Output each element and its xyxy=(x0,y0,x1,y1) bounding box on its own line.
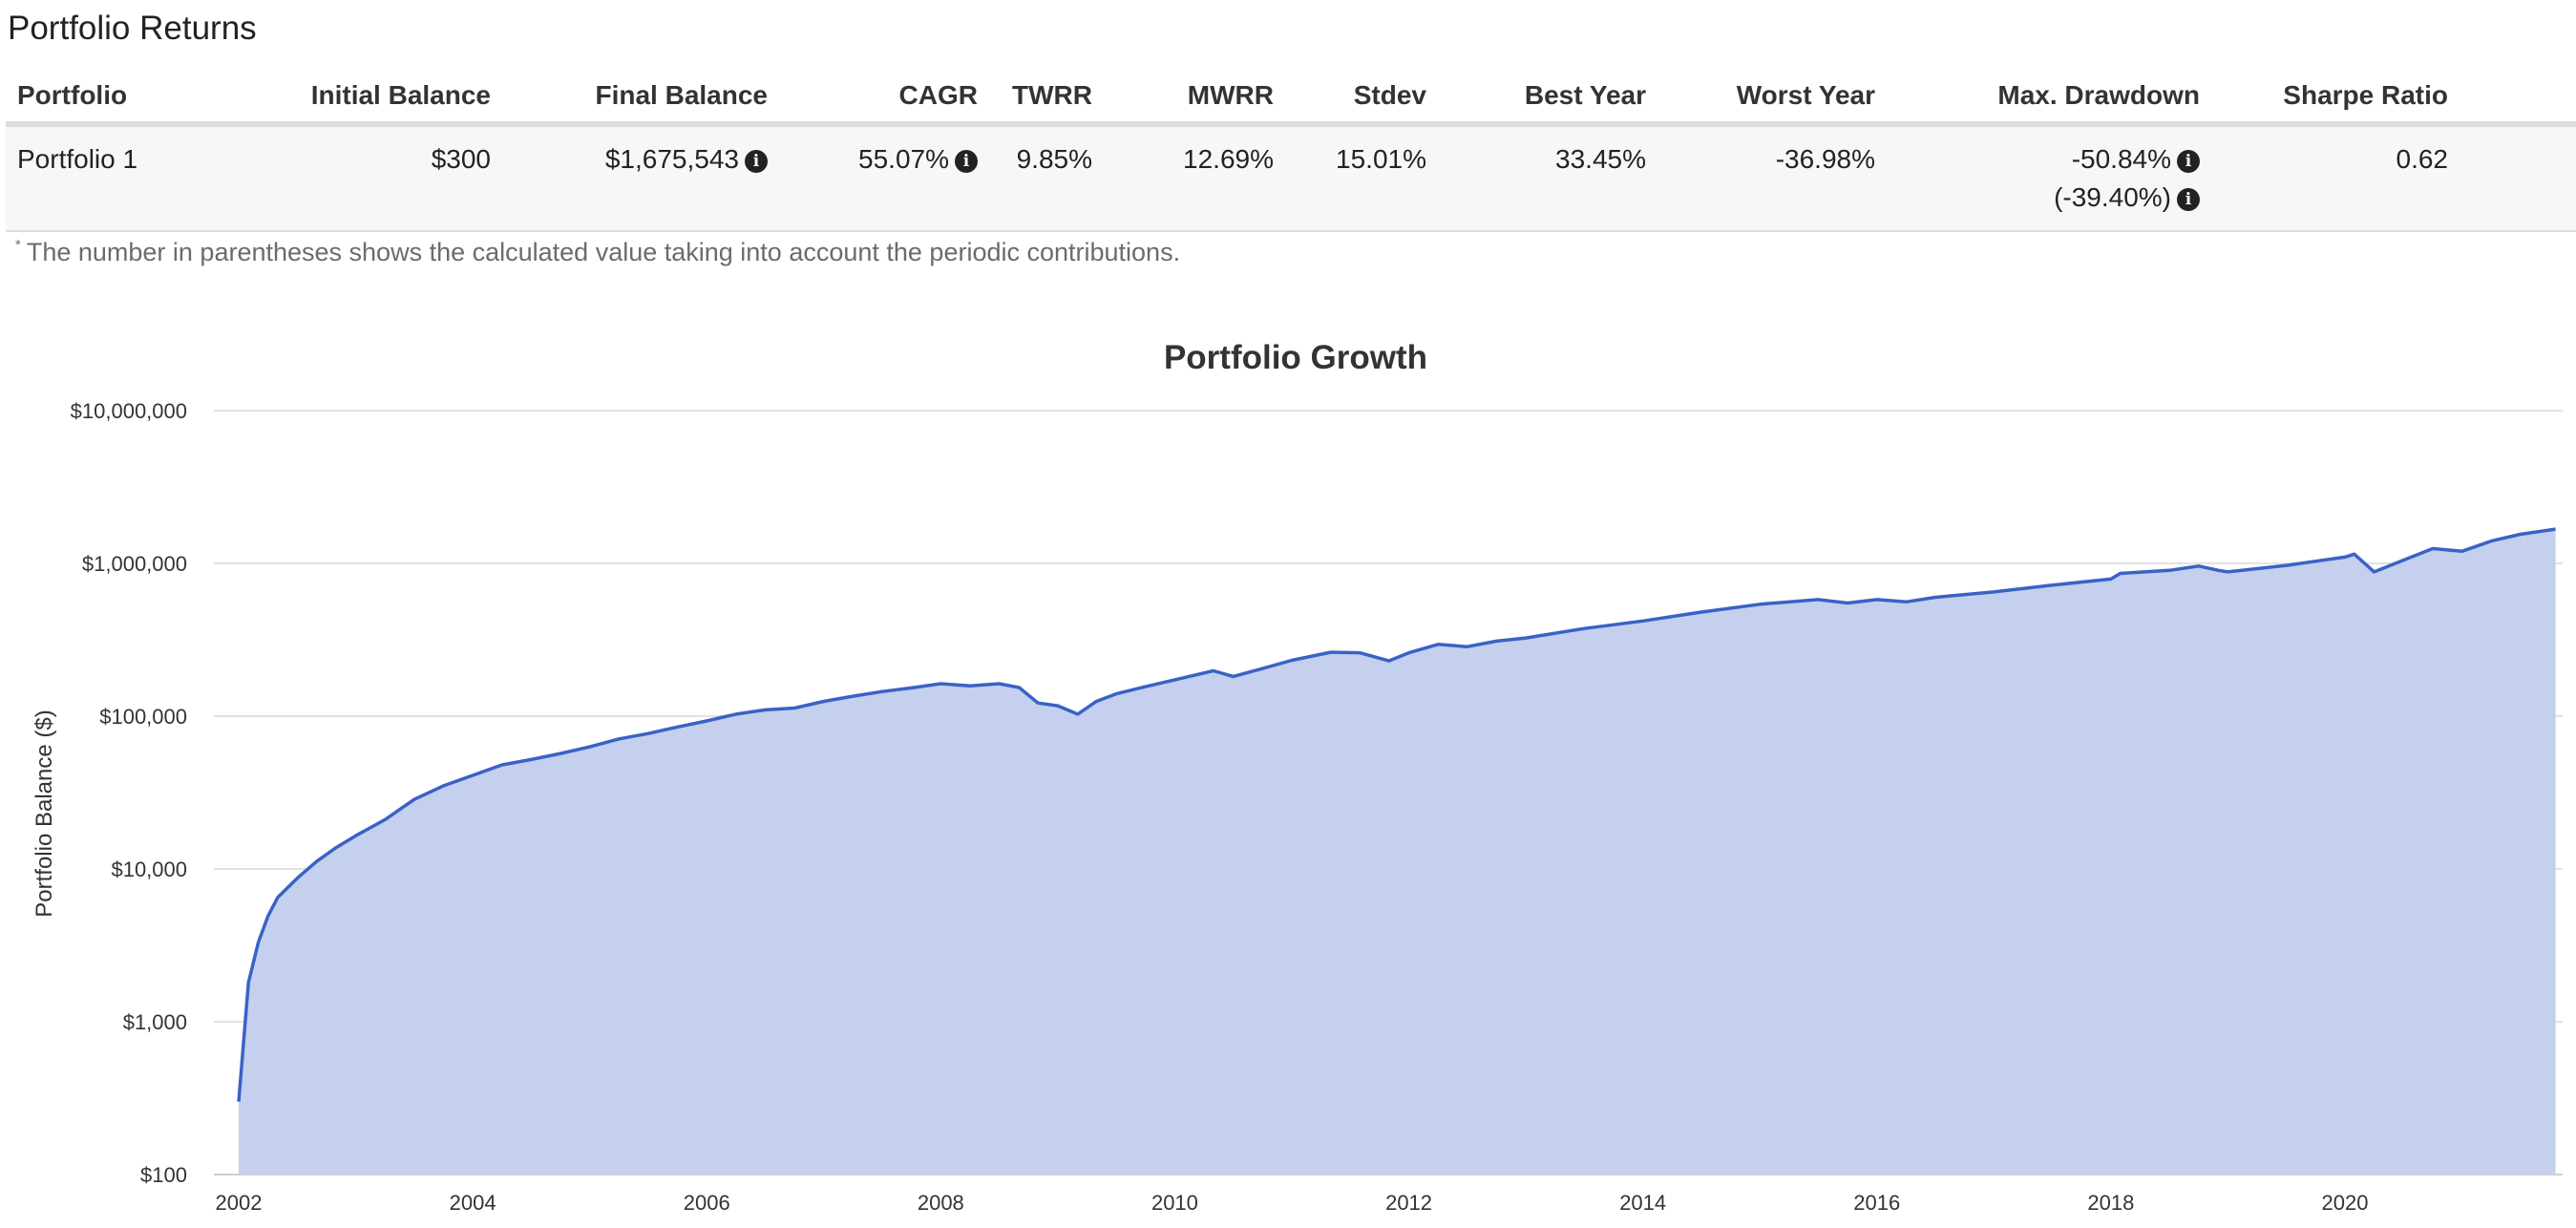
col-header-twrr[interactable]: TWRR xyxy=(989,69,1104,127)
y-axis-label: Portfolio Balance ($) xyxy=(32,709,57,917)
cell-sharpe-ratio: 0.62 xyxy=(2211,124,2460,232)
col-header-max-drawdown[interactable]: Max. Drawdown xyxy=(1887,69,2211,127)
cell-best-year: 33.45% xyxy=(1438,124,1658,232)
y-tick-label: $10,000 xyxy=(111,857,187,881)
max-drawdown-contrib-value: (-39.40%) xyxy=(2054,182,2171,212)
col-header-sharpe-ratio[interactable]: Sharpe Ratio xyxy=(2211,69,2460,127)
x-tick-label: 2012 xyxy=(1385,1191,1432,1215)
y-tick-label: $100,000 xyxy=(99,705,187,729)
cell-initial-balance: $300 xyxy=(235,124,502,232)
series-line xyxy=(237,527,2556,1102)
cell-twrr: 9.85% xyxy=(989,124,1104,232)
cell-spacer xyxy=(2460,124,2576,232)
x-tick-label: 2004 xyxy=(450,1191,496,1215)
col-header-best-year[interactable]: Best Year xyxy=(1438,69,1658,127)
table-header-row: Portfolio Initial Balance Final Balance … xyxy=(6,69,2576,127)
col-header-cagr[interactable]: CAGR xyxy=(779,69,989,127)
cagr-value: 55.07% xyxy=(858,144,949,174)
info-icon[interactable]: i xyxy=(955,150,978,173)
table-row: Portfolio 1 $300 $1,675,543 i 55.07% i 9.8… xyxy=(6,124,2576,232)
max-drawdown-contrib-line: (-39.40%) i xyxy=(1898,179,2200,217)
y-tick-label: $1,000 xyxy=(123,1010,187,1034)
footnote: * The number in parentheses shows the cal… xyxy=(15,237,1180,267)
x-tick-label: 2018 xyxy=(2087,1191,2134,1215)
portfolio-returns-table: Portfolio Initial Balance Final Balance … xyxy=(6,69,2576,232)
footnote-marker: * xyxy=(15,237,21,253)
x-tick-label: 2020 xyxy=(2322,1191,2369,1215)
info-icon[interactable]: i xyxy=(745,150,768,173)
footnote-text: The number in parentheses shows the calc… xyxy=(26,238,1181,266)
chart-title: Portfolio Growth xyxy=(1164,339,1427,376)
y-axis-ticks: $100 $1,000 $10,000 $100,000 $1,000,000 $10,0… xyxy=(71,399,187,1187)
y-tick-label: $10,000,000 xyxy=(71,399,187,423)
col-header-portfolio[interactable]: Portfolio xyxy=(6,69,235,127)
cell-max-drawdown: -50.84% i (-39.40%) i xyxy=(1887,124,2211,232)
portfolio-growth-chart: Portfolio Growth Portfolio Balance ($) $… xyxy=(32,339,2563,1215)
col-header-final-balance[interactable]: Final Balance xyxy=(502,69,779,127)
x-tick-label: 2008 xyxy=(918,1191,964,1215)
section-title: Portfolio Returns xyxy=(8,10,257,47)
cell-final-balance: $1,675,543 i xyxy=(502,124,779,232)
area-fill xyxy=(239,529,2556,1175)
x-tick-label: 2010 xyxy=(1151,1191,1198,1215)
col-header-mwrr[interactable]: MWRR xyxy=(1104,69,1285,127)
x-tick-label: 2002 xyxy=(216,1191,263,1215)
col-header-spacer xyxy=(2460,69,2576,127)
cell-stdev: 15.01% xyxy=(1285,124,1438,232)
y-tick-label: $1,000,000 xyxy=(82,552,187,576)
cell-cagr: 55.07% i xyxy=(779,124,989,232)
max-drawdown-value: -50.84% xyxy=(2071,144,2171,174)
x-tick-label: 2014 xyxy=(1619,1191,1666,1215)
info-icon[interactable]: i xyxy=(2177,150,2200,173)
area-series xyxy=(237,527,2556,1175)
info-icon[interactable]: i xyxy=(2177,188,2200,211)
cell-mwrr: 12.69% xyxy=(1104,124,1285,232)
x-axis-ticks: 2002 2004 2006 2008 2010 2012 2014 2016 2018 2020 xyxy=(216,1191,2369,1215)
col-header-initial-balance[interactable]: Initial Balance xyxy=(235,69,502,127)
final-balance-value: $1,675,543 xyxy=(604,144,739,174)
x-tick-label: 2006 xyxy=(684,1191,730,1215)
y-tick-label: $100 xyxy=(140,1163,187,1187)
max-drawdown-line: -50.84% i xyxy=(1898,140,2200,179)
col-header-stdev[interactable]: Stdev xyxy=(1285,69,1438,127)
cell-portfolio: Portfolio 1 xyxy=(6,124,235,232)
x-tick-label: 2016 xyxy=(1853,1191,1900,1215)
cell-worst-year: -36.98% xyxy=(1658,124,1887,232)
col-header-worst-year[interactable]: Worst Year xyxy=(1658,69,1887,127)
